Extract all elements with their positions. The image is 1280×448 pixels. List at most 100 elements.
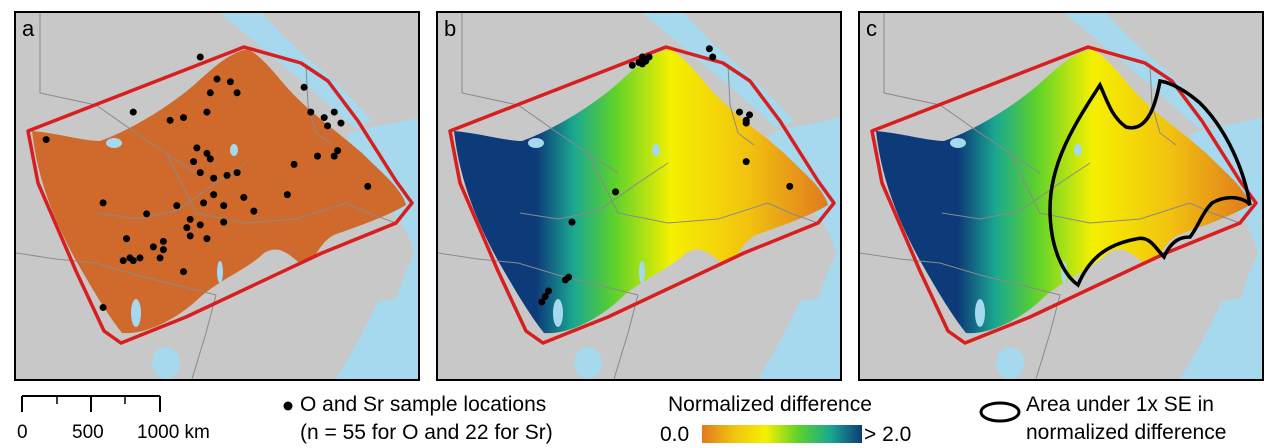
sample-point-icon [283, 401, 293, 411]
sample-point [220, 202, 228, 210]
sample-point [786, 182, 794, 190]
sample-point [314, 152, 321, 160]
sample-point [99, 303, 107, 311]
sample-point [709, 53, 717, 61]
country-border [39, 13, 197, 174]
sample-point [736, 108, 743, 116]
sample-point [186, 215, 194, 223]
sample-point [307, 108, 315, 116]
sample-point [206, 155, 214, 163]
sample-point [119, 257, 127, 265]
country-border [461, 13, 619, 174]
lake [131, 299, 141, 327]
sample-point [645, 53, 653, 61]
colorbar-gradient [702, 425, 862, 443]
lake [553, 299, 563, 327]
map-a [16, 13, 418, 379]
sample-point [196, 221, 204, 229]
country-border [1189, 202, 1241, 224]
map-panel-c: c [858, 11, 1264, 381]
sample-point [334, 147, 342, 155]
sample-point [173, 202, 181, 210]
country-border [345, 202, 397, 224]
scale-tick-1000: 1000 km [137, 422, 210, 443]
country-border [1149, 64, 1177, 146]
sample-legend-line2: (n = 55 for O and 22 for Sr) [300, 421, 553, 444]
sample-point [129, 108, 137, 116]
sample-point [210, 191, 218, 199]
scale-tick-0: 0 [17, 422, 28, 443]
sample-point [538, 298, 546, 306]
sample-point [612, 188, 620, 196]
sample-point [240, 193, 248, 201]
sample-point [337, 119, 345, 127]
lake [217, 261, 223, 283]
sample-point [213, 75, 221, 83]
lake [950, 138, 966, 148]
map-panel-b: b [436, 11, 842, 381]
country-border [16, 252, 217, 296]
sample-point [196, 169, 204, 177]
country-border [165, 152, 347, 224]
sample-point [283, 191, 291, 199]
sample-point [183, 224, 191, 232]
lake [230, 144, 238, 156]
sample-point [159, 246, 167, 254]
convex-hull [26, 45, 414, 345]
map-c [860, 13, 1262, 379]
sample-point [364, 182, 372, 190]
se-contour [1048, 78, 1252, 288]
sample-point [180, 268, 187, 276]
sample-point [638, 60, 646, 68]
country-border [860, 252, 1061, 296]
sample-point [746, 111, 754, 119]
scale-bar-graphic [21, 395, 161, 412]
sample-point [220, 218, 228, 226]
country-border [587, 152, 769, 224]
sample-point [561, 276, 569, 284]
sample-point [99, 199, 107, 207]
map-panel-a: a [14, 11, 420, 381]
sample-point [223, 171, 231, 179]
sample-point [203, 149, 211, 157]
sample-point [149, 243, 157, 251]
map-b [438, 13, 840, 379]
se-legend-line2: normalized difference [1026, 421, 1227, 444]
sample-point [545, 287, 553, 295]
sample-point [180, 114, 187, 122]
sample-point [203, 235, 211, 243]
se-ellipse-icon [979, 401, 1021, 423]
sample-point [300, 83, 308, 91]
panel-label-b: b [444, 16, 457, 41]
sample-point [159, 237, 167, 245]
sample-legend-line1: O and Sr sample locations [300, 393, 547, 416]
lake [639, 261, 645, 283]
country-border [941, 162, 1091, 220]
sample-point [324, 122, 332, 130]
sample-point [210, 174, 218, 182]
sample-point [42, 136, 50, 144]
country-border [767, 202, 819, 224]
lake [652, 144, 660, 156]
country-border [438, 252, 639, 296]
se-legend-line1: Area under 1x SE in [1026, 393, 1214, 416]
sample-point [186, 232, 194, 240]
sample-point [705, 45, 713, 53]
country-border [727, 64, 755, 146]
colorbar-title: Normalized difference [668, 393, 872, 416]
sample-point [136, 254, 144, 262]
country-border [191, 294, 217, 379]
sample-point [206, 89, 214, 97]
panel-label-c: c [866, 16, 877, 41]
country-border [883, 13, 1041, 174]
sample-point [126, 254, 134, 262]
sample-point [330, 152, 338, 160]
sample-point [203, 108, 211, 116]
country-border [1009, 152, 1191, 224]
sample-point [250, 207, 258, 215]
sample-point [166, 116, 174, 124]
sample-point [568, 218, 576, 226]
sample-point [290, 160, 298, 168]
sample-point [233, 89, 241, 97]
sample-point [541, 292, 549, 300]
